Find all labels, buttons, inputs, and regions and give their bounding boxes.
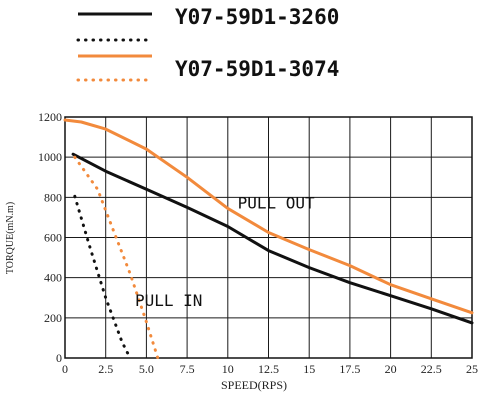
legend: Y07-59D1-3260 Y07-59D1-3074 <box>76 5 339 82</box>
x-tick-label: 2.5 <box>98 362 113 376</box>
legend-label: Y07-59D1-3074 <box>175 57 339 81</box>
y-tick-label: 800 <box>44 190 62 204</box>
x-tick-label: 7.5 <box>180 362 195 376</box>
grid <box>64 116 473 359</box>
series-line-pull-in-3 <box>73 155 160 360</box>
series-line-pull-out-2 <box>63 118 474 315</box>
y-tick-label: 0 <box>56 351 62 365</box>
annotation-label: PULL IN <box>135 291 202 310</box>
annotations: PULL OUT PULL IN <box>135 193 315 309</box>
y-tick-label: 1200 <box>38 110 62 124</box>
series-line-pull-in-1 <box>73 194 132 360</box>
x-tick-label: 10 <box>222 362 234 376</box>
x-tick-label: 17.5 <box>339 362 360 376</box>
plot-frame <box>64 116 473 359</box>
tick-labels: 0 2.5 5.0 7.5 10 12.5 15 17.5 20 22.5 25 0 200 400 600… <box>38 110 478 376</box>
y-tick-label: 1000 <box>38 150 62 164</box>
x-tick-label: 25 <box>466 362 478 376</box>
x-axis-label: SPEED(RPS) <box>221 378 287 392</box>
annotation-label: PULL OUT <box>238 193 315 212</box>
series-line-pull-out-0 <box>71 152 474 325</box>
legend-label: Y07-59D1-3260 <box>175 5 339 29</box>
x-tick-label: 15 <box>303 362 315 376</box>
y-tick-label: 600 <box>44 231 62 245</box>
x-tick-label: 22.5 <box>421 362 442 376</box>
x-tick-label: 0 <box>62 362 68 376</box>
y-tick-label: 200 <box>44 311 62 325</box>
series-group <box>63 118 474 360</box>
x-tick-label: 5.0 <box>139 362 154 376</box>
x-tick-label: 20 <box>385 362 397 376</box>
y-tick-label: 400 <box>44 271 62 285</box>
x-tick-label: 12.5 <box>258 362 279 376</box>
y-axis-label: TORQUE(mN.m) <box>5 202 16 274</box>
